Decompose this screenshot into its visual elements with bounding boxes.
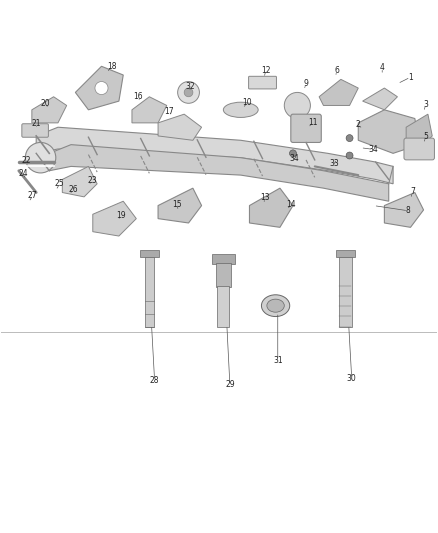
Polygon shape [385, 192, 424, 228]
Text: 27: 27 [28, 191, 38, 200]
Text: 6: 6 [334, 66, 339, 75]
Circle shape [284, 92, 311, 118]
Polygon shape [406, 114, 432, 149]
Text: 7: 7 [410, 187, 415, 196]
FancyBboxPatch shape [22, 124, 48, 137]
Ellipse shape [223, 102, 258, 117]
Text: 32: 32 [186, 82, 195, 91]
Circle shape [346, 135, 353, 142]
Text: 34: 34 [369, 145, 378, 154]
Text: 10: 10 [243, 99, 252, 107]
Ellipse shape [261, 295, 290, 317]
Text: 33: 33 [329, 159, 339, 168]
Polygon shape [62, 166, 97, 197]
Text: 1: 1 [408, 72, 413, 82]
FancyBboxPatch shape [218, 286, 229, 327]
Polygon shape [36, 127, 393, 184]
Text: 17: 17 [164, 107, 174, 116]
Text: 4: 4 [380, 63, 385, 72]
Text: 11: 11 [308, 117, 317, 126]
Polygon shape [319, 79, 358, 106]
Circle shape [290, 150, 297, 157]
Polygon shape [158, 114, 201, 140]
Text: 8: 8 [406, 206, 411, 215]
Text: 3: 3 [423, 100, 428, 109]
Text: 34: 34 [290, 154, 300, 163]
Polygon shape [250, 188, 293, 228]
Polygon shape [49, 144, 389, 201]
Polygon shape [75, 66, 123, 110]
Text: 19: 19 [116, 211, 125, 220]
Circle shape [346, 152, 353, 159]
Polygon shape [132, 97, 167, 123]
Text: 23: 23 [87, 176, 97, 185]
Text: 2: 2 [356, 120, 360, 128]
FancyBboxPatch shape [249, 76, 276, 89]
Text: 14: 14 [286, 200, 296, 209]
Text: 22: 22 [22, 156, 32, 165]
Text: 30: 30 [347, 374, 357, 383]
Circle shape [184, 88, 193, 97]
Polygon shape [358, 110, 419, 154]
Text: 24: 24 [18, 169, 28, 178]
Circle shape [25, 142, 56, 173]
Text: 9: 9 [304, 79, 308, 88]
Text: 18: 18 [107, 62, 116, 71]
Text: 21: 21 [32, 119, 41, 128]
FancyBboxPatch shape [291, 114, 321, 142]
FancyBboxPatch shape [215, 263, 231, 287]
Ellipse shape [267, 299, 284, 312]
FancyBboxPatch shape [404, 138, 434, 160]
Polygon shape [363, 88, 397, 110]
Text: 16: 16 [134, 92, 143, 101]
FancyBboxPatch shape [145, 256, 154, 327]
Text: 29: 29 [225, 381, 235, 390]
Text: 26: 26 [68, 184, 78, 193]
FancyBboxPatch shape [339, 256, 352, 327]
Text: 25: 25 [55, 179, 64, 188]
Text: 20: 20 [41, 99, 51, 108]
Text: 5: 5 [423, 132, 428, 141]
Circle shape [178, 82, 199, 103]
FancyBboxPatch shape [140, 250, 159, 257]
Text: 28: 28 [150, 376, 159, 385]
Polygon shape [158, 188, 201, 223]
Text: 12: 12 [261, 66, 271, 75]
Circle shape [95, 82, 108, 94]
Text: 13: 13 [260, 193, 269, 202]
FancyBboxPatch shape [212, 254, 235, 264]
Polygon shape [93, 201, 136, 236]
Polygon shape [32, 97, 67, 123]
Text: 15: 15 [172, 200, 182, 209]
FancyBboxPatch shape [336, 250, 355, 257]
Text: 31: 31 [273, 356, 283, 365]
